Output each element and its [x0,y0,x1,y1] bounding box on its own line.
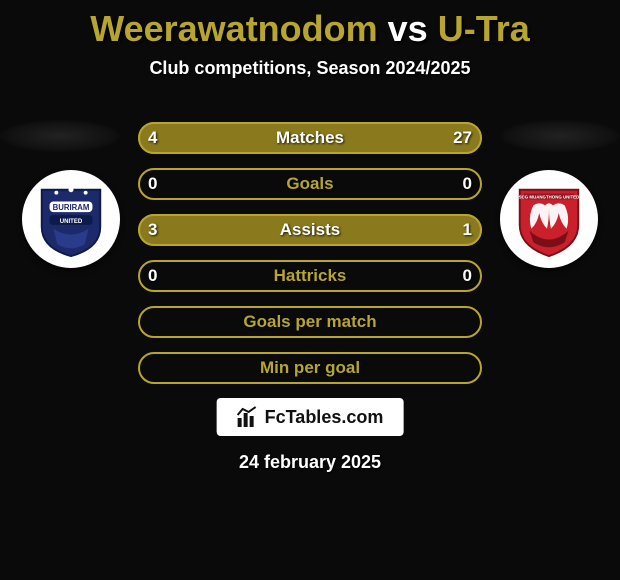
muangthong-badge-icon: SCG MUANGTHONG UNITED [510,180,588,258]
stat-bar-left [138,214,396,246]
title-left: Weerawatnodom [90,8,377,49]
svg-text:UNITED: UNITED [60,219,83,225]
stat-row: 3 1 Assists [138,214,482,246]
stat-row: Goals per match [138,306,482,338]
right-player-shadow [500,120,620,152]
page-title: Weerawatnodom vs U-Tra [0,0,620,50]
stat-value-left: 4 [148,122,157,154]
stat-row: 0 0 Goals [138,168,482,200]
stat-row: Min per goal [138,352,482,384]
title-right: U-Tra [438,8,530,49]
title-vs: vs [378,8,438,49]
stat-value-left: 3 [148,214,157,246]
right-team-badge: SCG MUANGTHONG UNITED [500,170,598,268]
stat-row: 0 0 Hattricks [138,260,482,292]
svg-text:BURIRAM: BURIRAM [53,203,90,212]
stats-panel: 4 27 Matches 0 0 Goals 3 1 Assists 0 0 Hattricks Goa… [138,122,482,398]
stat-label: Hattricks [274,266,347,286]
stat-label: Matches [276,128,344,148]
stat-label: Goals per match [243,312,376,332]
stat-value-left: 0 [148,260,157,292]
svg-text:SCG MUANGTHONG UNITED: SCG MUANGTHONG UNITED [519,195,580,200]
stat-row: 4 27 Matches [138,122,482,154]
stat-value-right: 0 [463,168,472,200]
date: 24 february 2025 [0,452,620,473]
stat-value-right: 1 [463,214,472,246]
stat-value-left: 0 [148,168,157,200]
left-player-shadow [0,120,120,152]
buriram-badge-icon: BURIRAM UNITED [32,180,110,258]
stat-label: Assists [280,220,340,240]
chart-icon [237,406,259,428]
subtitle: Club competitions, Season 2024/2025 [0,58,620,79]
left-team-badge: BURIRAM UNITED [22,170,120,268]
stat-value-right: 27 [453,122,472,154]
stat-bar-left [138,122,182,154]
branding[interactable]: FcTables.com [217,398,404,436]
stat-label: Goals [286,174,333,194]
stat-value-right: 0 [463,260,472,292]
stat-label: Min per goal [260,358,360,378]
branding-text: FcTables.com [265,407,384,428]
